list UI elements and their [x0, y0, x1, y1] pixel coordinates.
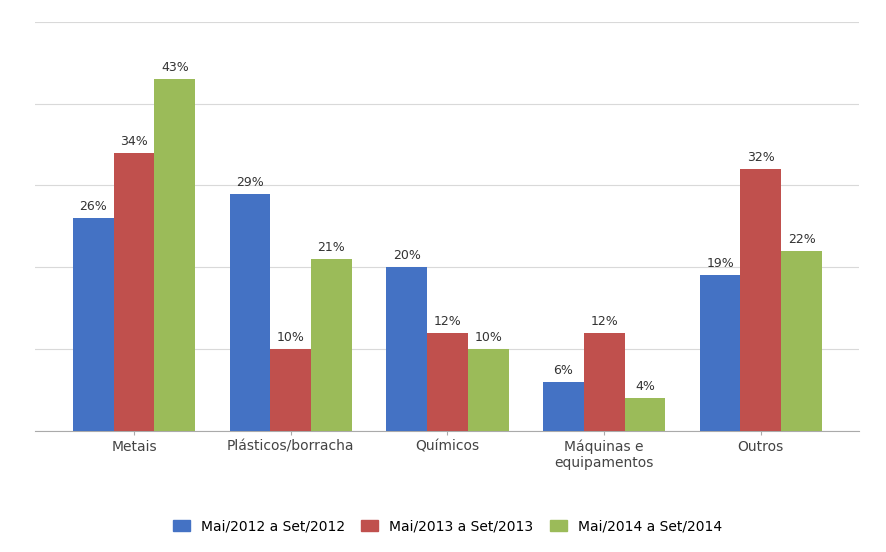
Text: 43%: 43% [161, 61, 189, 75]
Bar [700, 275, 741, 431]
Bar [584, 332, 625, 431]
Text: 22%: 22% [788, 233, 815, 246]
Bar [386, 267, 427, 431]
Bar [468, 349, 509, 431]
Text: 21%: 21% [317, 241, 346, 254]
Text: 19%: 19% [706, 257, 734, 270]
Bar [73, 218, 113, 431]
Bar [311, 259, 352, 431]
Bar [741, 169, 781, 431]
Text: 12%: 12% [590, 315, 618, 328]
Text: 32%: 32% [747, 151, 774, 164]
Text: 6%: 6% [554, 364, 573, 376]
Bar [781, 251, 822, 431]
Bar [543, 381, 584, 431]
Bar [113, 153, 154, 431]
Bar [270, 349, 311, 431]
Text: 10%: 10% [276, 331, 305, 344]
Bar [229, 194, 270, 431]
Text: 29%: 29% [236, 176, 264, 189]
Legend: Mai/2012 a Set/2012, Mai/2013 a Set/2013, Mai/2014 a Set/2014: Mai/2012 a Set/2012, Mai/2013 a Set/2013… [173, 519, 722, 533]
Text: 10%: 10% [474, 331, 502, 344]
Text: 12%: 12% [433, 315, 462, 328]
Text: 4%: 4% [635, 380, 655, 393]
Bar [154, 79, 195, 431]
Text: 20%: 20% [392, 250, 421, 262]
Text: 26%: 26% [80, 200, 107, 213]
Bar [625, 398, 665, 431]
Text: 34%: 34% [120, 135, 148, 148]
Bar [427, 332, 468, 431]
